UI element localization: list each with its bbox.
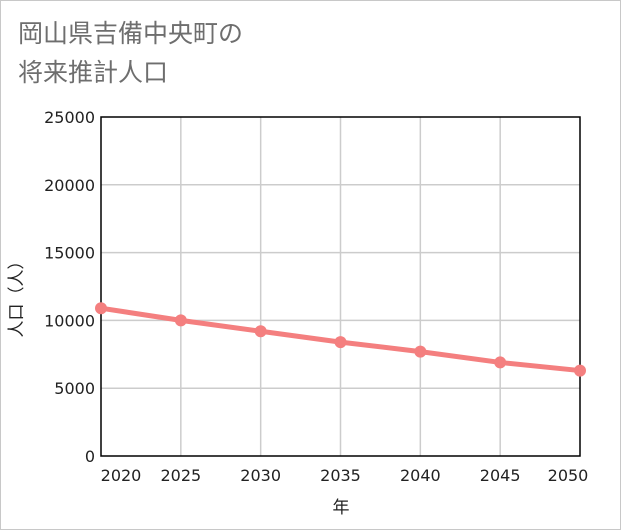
chart-title: 岡山県吉備中央町の 将来推計人口 <box>18 14 243 92</box>
y-tick-label: 5000 <box>54 379 95 398</box>
y-tick-label: 10000 <box>44 311 95 330</box>
y-tick-label: 15000 <box>44 244 95 263</box>
x-axis-title: 年 <box>333 498 350 518</box>
y-tick-label: 0 <box>85 447 95 466</box>
grid-lines <box>101 117 580 456</box>
plot-area-border <box>100 116 581 457</box>
series-layer <box>95 302 586 377</box>
y-axis-tick-labels: 0 5000 10000 15000 20000 25000 <box>44 108 95 466</box>
y-tick-label: 25000 <box>44 108 95 127</box>
data-point[interactable] <box>334 336 347 349</box>
x-tick-label: 2045 <box>480 466 521 485</box>
x-tick-label: 2020 <box>101 466 142 485</box>
x-tick-label: 2050 <box>548 466 589 485</box>
data-point[interactable] <box>494 356 507 369</box>
x-axis-tick-labels: 2020 2025 2030 2035 2040 2045 2050 <box>101 466 589 485</box>
chart-title-line-1: 岡山県吉備中央町の <box>18 19 244 48</box>
x-tick-label: 2025 <box>160 466 201 485</box>
data-point[interactable] <box>95 302 107 315</box>
data-point[interactable] <box>414 345 427 358</box>
data-point[interactable] <box>574 364 586 377</box>
chart-title-line-2: 将来推計人口 <box>18 58 169 87</box>
data-point[interactable] <box>254 325 267 338</box>
y-tick-label: 20000 <box>44 176 95 195</box>
x-tick-label: 2035 <box>320 466 361 485</box>
x-tick-label: 2040 <box>400 466 441 485</box>
y-axis-title: 人口（人） <box>7 253 27 338</box>
x-tick-label: 2030 <box>240 466 281 485</box>
data-point[interactable] <box>174 314 187 327</box>
